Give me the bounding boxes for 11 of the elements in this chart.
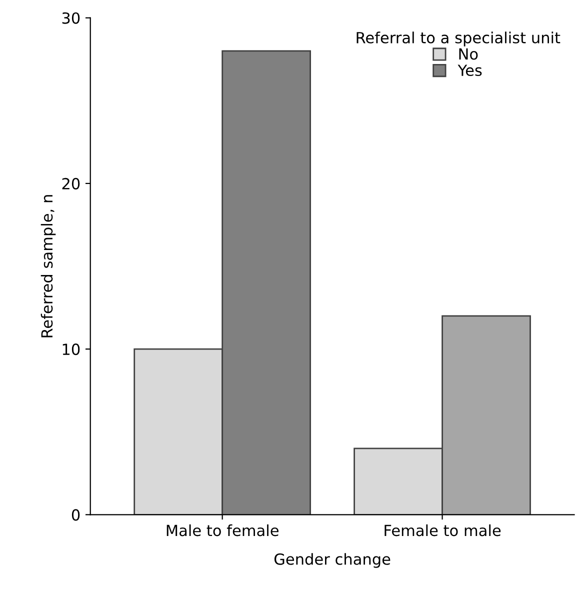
- x-axis-title: Gender change: [274, 553, 390, 568]
- y-tick-label: 20: [62, 178, 80, 190]
- x-tick-label: Female to male: [384, 524, 501, 536]
- x-tick-label: Male to female: [166, 524, 278, 536]
- legend-title: Referral to a specialist unit: [356, 32, 560, 46]
- legend-label: No: [459, 48, 478, 60]
- legend-label: Yes: [458, 64, 482, 76]
- y-tick-label: 0: [72, 509, 80, 521]
- y-tick-label: 30: [62, 12, 80, 24]
- y-axis-title: Referred sample, n: [40, 195, 56, 338]
- y-tick-label: 10: [62, 344, 80, 356]
